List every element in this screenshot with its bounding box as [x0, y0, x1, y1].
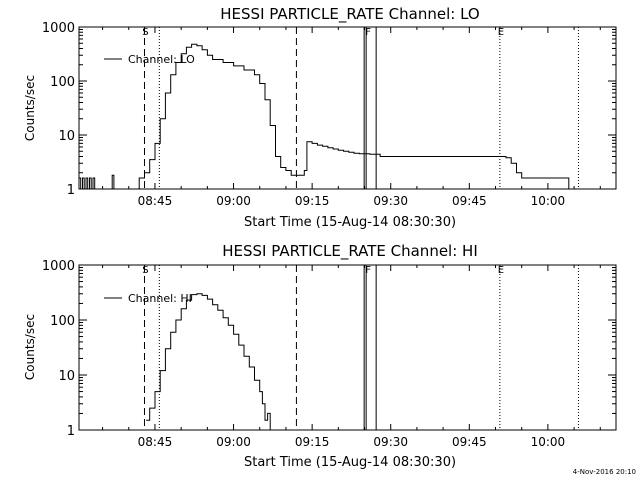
plot-frame: [78, 26, 617, 190]
y-tick-label: 1000: [42, 21, 75, 36]
axis-ticks: 08:45 09:00 09:15 09:30 09:45 10:00 1 10 100 1000: [42, 21, 616, 208]
y-axis-label: Counts/sec: [23, 314, 37, 380]
y-tick-label: 1: [67, 424, 75, 439]
chart-title: HESSI PARTICLE_RATE Channel: HI: [222, 242, 478, 261]
x-tick-label: 09:00: [216, 194, 251, 208]
y-tick-label: 10: [58, 369, 75, 384]
chart-title: HESSI PARTICLE_RATE Channel: LO: [220, 5, 479, 24]
x-tick-label: 09:30: [373, 194, 408, 208]
x-axis-label: Start Time (15-Aug-14 08:30:30): [244, 455, 456, 470]
x-tick-label: 10:00: [531, 435, 566, 449]
x-tick-label: 09:45: [452, 435, 487, 449]
plot-frame: [78, 264, 617, 431]
x-tick-label: 09:15: [295, 435, 330, 449]
series-lines: [79, 43, 570, 190]
series-lines: [146, 293, 271, 430]
x-tick-label: 09:30: [373, 435, 408, 449]
y-axis-label: Counts/sec: [23, 75, 37, 141]
panel-hi: HESSI PARTICLE_RATE Channel: HI Counts/s…: [23, 242, 617, 470]
marker-label: S: [142, 27, 148, 38]
y-tick-label: 10: [58, 129, 75, 144]
x-axis-label: Start Time (15-Aug-14 08:30:30): [244, 215, 456, 230]
marker-label: F: [365, 265, 371, 276]
y-tick-label: 1: [67, 183, 75, 198]
x-tick-label: 09:00: [216, 435, 251, 449]
marker-label: S: [142, 265, 148, 276]
legend-label-lo: Channel: LO: [128, 53, 195, 66]
x-tick-label: 08:45: [138, 194, 173, 208]
series-line-lo: [79, 43, 570, 190]
marker-label: E: [498, 27, 504, 38]
series-line-hi: [146, 293, 271, 430]
legend-label-hi: Channel: HI: [128, 292, 192, 305]
y-tick-label: 100: [50, 314, 75, 329]
x-tick-label: 10:00: [531, 194, 566, 208]
legend: Channel: LO: [104, 53, 195, 66]
x-tick-label: 08:45: [138, 435, 173, 449]
legend: Channel: HI: [104, 292, 192, 305]
marker-label: E: [498, 265, 504, 276]
panel-lo: HESSI PARTICLE_RATE Channel: LO Counts/s…: [23, 5, 617, 230]
y-tick-label: 100: [50, 75, 75, 90]
y-tick-label: 1000: [42, 259, 75, 274]
footer-timestamp: 4-Nov-2016 20:10: [573, 468, 636, 476]
x-tick-label: 09:15: [295, 194, 330, 208]
marker-label: F: [365, 27, 371, 38]
axis-ticks: 08:45 09:00 09:15 09:30 09:45 10:00 1 10 100 1000: [42, 259, 616, 449]
x-tick-label: 09:45: [452, 194, 487, 208]
